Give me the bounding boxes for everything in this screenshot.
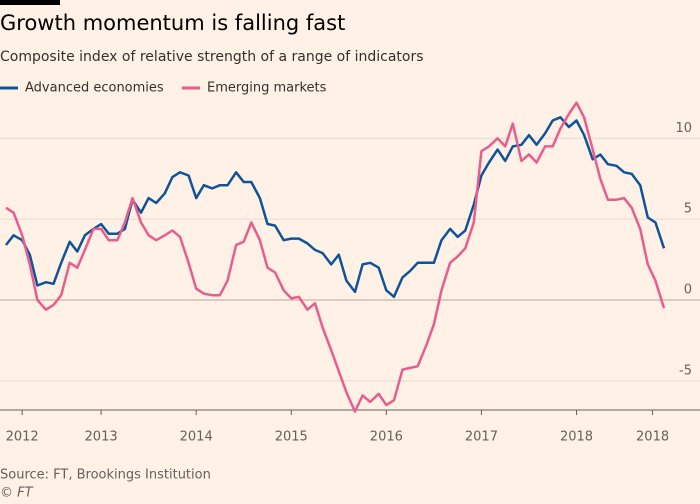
- chart-title: Growth momentum is falling fast: [0, 11, 345, 35]
- credit: © FT: [0, 486, 34, 501]
- y-tick-label: 0: [684, 283, 692, 298]
- series-line: [5, 101, 666, 413]
- x-tick-label: 2018: [560, 430, 593, 445]
- x-tick-label: 2014: [180, 430, 213, 445]
- x-tick-label: 2015: [275, 430, 308, 445]
- chart-subtitle: Composite index of relative strength of …: [0, 49, 424, 65]
- x-tick-label: 2016: [370, 430, 403, 445]
- series-line: [5, 116, 666, 299]
- source: Source: FT, Brookings Institution: [0, 468, 211, 483]
- y-tick-label: 10: [675, 121, 692, 136]
- legend-label: Advanced economies: [25, 81, 164, 96]
- title-bar: [0, 0, 60, 5]
- x-tick-label: 2017: [465, 430, 498, 445]
- y-tick-label: 5: [684, 202, 692, 217]
- x-tick-label: 2013: [85, 430, 118, 445]
- y-tick-label: -5: [679, 363, 692, 378]
- x-tick-label: 2018: [636, 430, 669, 445]
- x-tick-label: 2012: [6, 430, 39, 445]
- legend-label: Emerging markets: [207, 81, 327, 96]
